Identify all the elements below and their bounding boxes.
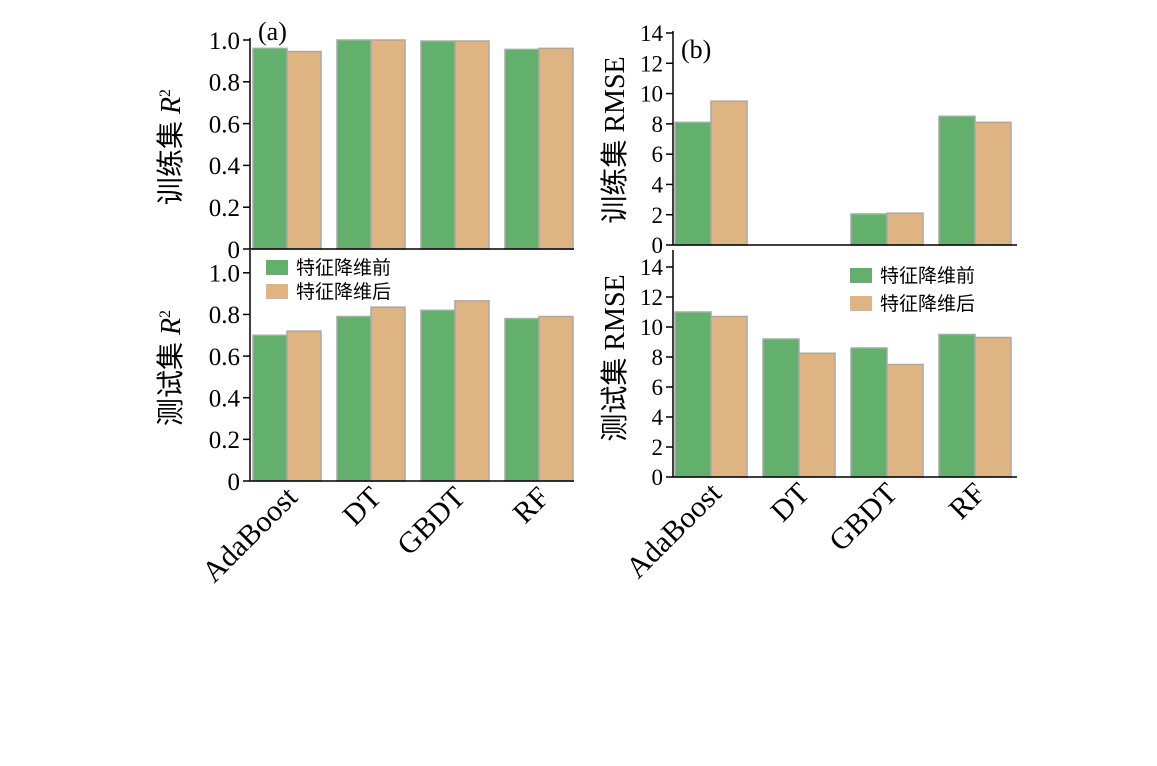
legend-label-after: 特征降维后 xyxy=(296,281,391,303)
y-tick-label: 12 xyxy=(640,51,663,76)
y-tick-label: 1.0 xyxy=(209,28,240,55)
bar-rf-before xyxy=(504,317,540,482)
legend-label-after: 特征降维后 xyxy=(880,293,975,315)
y-tick-label: 0.4 xyxy=(209,153,241,180)
x-tick-label-gbdt: GBDT xyxy=(823,477,904,558)
bar-rf-before xyxy=(938,333,976,478)
chart-panel-b-train: 0 2 4 6 8 10 12 14 训练集 RMSE (b) xyxy=(599,21,1017,258)
bar-dt-after xyxy=(370,306,406,482)
bar-adaboost-after xyxy=(286,50,322,250)
bar-gbdt-before xyxy=(420,40,456,250)
legend-swatch-after xyxy=(266,284,288,299)
y-tick-label: 0 xyxy=(652,465,664,490)
y-axis-label: 测试集 R2 xyxy=(155,310,187,426)
y-tick-label: 0 xyxy=(228,469,241,496)
y-tick-label: 14 xyxy=(640,255,664,280)
bar-gbdt-before xyxy=(850,347,888,478)
y-tick-label: 0.2 xyxy=(209,195,240,222)
bar-gbdt-after xyxy=(886,363,924,478)
y-tick-label: 0.2 xyxy=(209,427,240,454)
y-tick-label: 0.8 xyxy=(209,302,240,329)
y-tick-label: 12 xyxy=(640,285,663,310)
bar-rf-before xyxy=(504,48,540,250)
bar-adaboost-before xyxy=(674,311,712,478)
chart-panel-a-test: 0 0.2 0.4 0.6 0.8 1.0 测试集 R2 AdaBoost DT GBDT RF 特征… xyxy=(155,250,574,589)
y-tick-label: 2 xyxy=(652,203,664,228)
legend-swatch-before xyxy=(850,268,872,283)
panel-label: (a) xyxy=(258,17,287,46)
bar-dt-after xyxy=(798,352,836,478)
y-tick-label: 1.0 xyxy=(209,261,240,288)
bar-dt-before xyxy=(336,39,372,250)
bar-gbdt-before xyxy=(850,213,888,246)
y-tick-label: 0.8 xyxy=(209,70,240,97)
x-tick-label-adaboost: AdaBoost xyxy=(620,476,729,585)
x-tick-label-rf: RF xyxy=(507,481,556,530)
y-axis-label: 训练集 R2 xyxy=(155,89,187,205)
y-tick-label: 4 xyxy=(652,405,664,430)
legend-swatch-before xyxy=(266,260,288,275)
bar-gbdt-before xyxy=(420,309,456,482)
bar-rf-before xyxy=(938,115,976,246)
bar-dt-before xyxy=(336,315,372,482)
bar-rf-after xyxy=(538,315,574,482)
y-tick-label: 14 xyxy=(640,21,664,46)
bar-adaboost-before xyxy=(252,47,288,250)
bar-dt-before xyxy=(762,338,800,478)
y-tick-label: 0.4 xyxy=(209,385,241,412)
y-axis-label: 测试集 RMSE xyxy=(599,274,631,441)
bar-gbdt-after xyxy=(886,212,924,246)
bar-dt-after xyxy=(370,39,406,250)
legend-swatch-after xyxy=(850,296,872,311)
x-tick-label-dt: DT xyxy=(336,481,388,533)
bar-adaboost-after xyxy=(710,100,748,246)
y-tick-label: 0 xyxy=(228,237,241,264)
bar-rf-after xyxy=(538,47,574,250)
y-tick-label: 6 xyxy=(652,375,664,400)
panel-label: (b) xyxy=(681,35,711,64)
y-tick-label: 6 xyxy=(652,142,664,167)
bar-rf-after xyxy=(974,336,1012,478)
bar-adaboost-after xyxy=(710,315,748,478)
y-tick-label: 10 xyxy=(640,82,663,107)
x-tick-label-rf: RF xyxy=(943,477,992,526)
legend-label-before: 特征降维前 xyxy=(296,257,391,279)
y-tick-label: 8 xyxy=(652,345,664,370)
x-tick-label-adaboost: AdaBoost xyxy=(196,480,305,589)
x-tick-label-gbdt: GBDT xyxy=(391,481,472,562)
y-tick-label: 10 xyxy=(640,315,663,340)
bar-adaboost-before xyxy=(252,334,288,482)
chart-panel-a-train: 0 0.2 0.4 0.6 0.8 1.0 训练集 R2 (a) xyxy=(155,17,574,264)
bar-gbdt-after xyxy=(454,300,490,482)
y-tick-label: 0 xyxy=(652,233,664,258)
y-tick-label: 4 xyxy=(652,172,664,197)
chart-panel-b-test: 0 2 4 6 8 10 12 14 测试集 RMSE AdaBoost DT GBDT RF 特征降维前… xyxy=(599,250,1017,585)
bar-adaboost-before xyxy=(674,121,712,246)
y-tick-label: 2 xyxy=(652,435,664,460)
y-axis-label: 训练集 RMSE xyxy=(599,56,631,223)
y-tick-label: 0.6 xyxy=(209,344,240,371)
bar-gbdt-after xyxy=(454,40,490,250)
bar-rf-after xyxy=(974,121,1012,246)
y-tick-label: 8 xyxy=(652,112,664,137)
y-tick-label: 0.6 xyxy=(209,111,240,138)
x-tick-label-dt: DT xyxy=(764,477,816,529)
bar-adaboost-after xyxy=(286,330,322,482)
legend-label-before: 特征降维前 xyxy=(880,265,975,287)
